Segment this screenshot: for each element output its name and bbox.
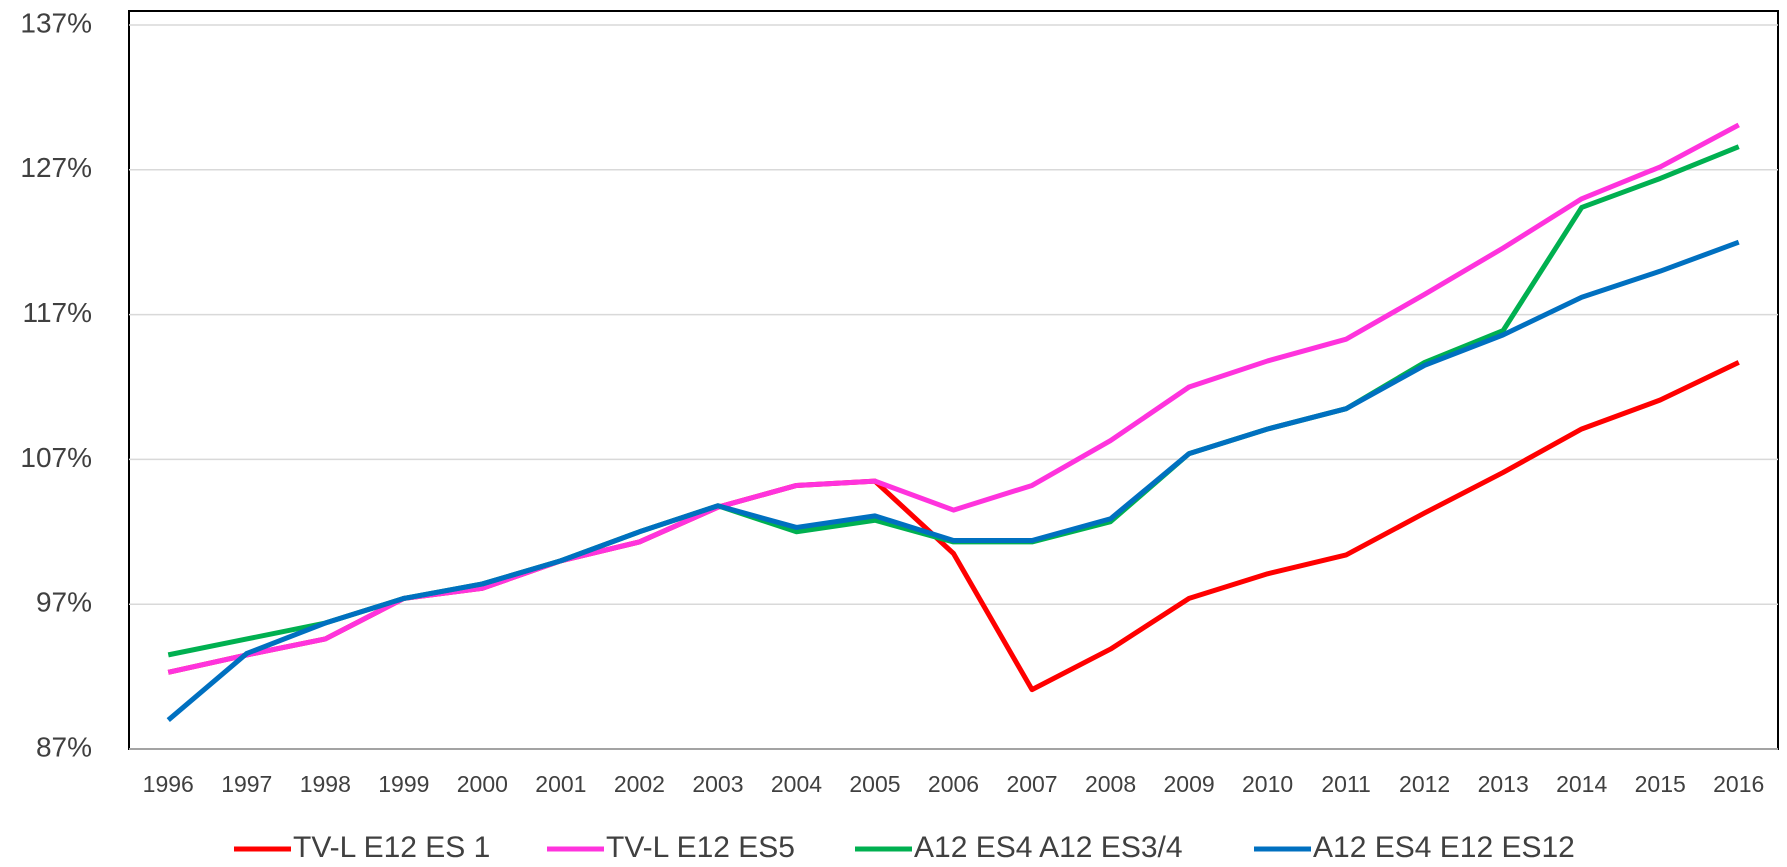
x-tick-label: 2011 <box>1321 771 1370 797</box>
x-tick-label: 2015 <box>1635 771 1686 797</box>
x-tick-label: 2012 <box>1399 771 1450 797</box>
x-tick-label: 2007 <box>1006 771 1057 797</box>
x-tick-label: 2005 <box>849 771 900 797</box>
x-tick-label: 1999 <box>378 771 429 797</box>
x-tick-label: 2010 <box>1242 771 1293 797</box>
legend-label: A12 ES4 E12 ES12 <box>1313 831 1575 864</box>
plot-frame <box>128 10 1779 750</box>
y-tick-label: 107% <box>20 442 92 473</box>
legend-label: A12 ES4 A12 ES3/4 <box>914 831 1183 864</box>
x-tick-label: 2000 <box>457 771 508 797</box>
y-tick-label: 87% <box>36 731 92 762</box>
y-tick-label: 137% <box>20 7 92 38</box>
x-tick-label: 2003 <box>692 771 743 797</box>
x-tick-label: 2004 <box>771 771 822 797</box>
series-line <box>167 144 1740 658</box>
x-tick-label: 2002 <box>614 771 665 797</box>
series-line <box>166 239 1740 722</box>
y-tick-label: 127% <box>20 152 92 183</box>
x-tick-label: 1996 <box>143 771 194 797</box>
y-tick-label: 117% <box>22 297 92 328</box>
series-line <box>167 360 1740 693</box>
x-tick-label: 1997 <box>221 771 272 797</box>
x-tick-label: 2001 <box>535 771 586 797</box>
x-tick-label: 2013 <box>1478 771 1529 797</box>
series-line <box>167 122 1740 675</box>
x-tick-label: 2006 <box>928 771 979 797</box>
x-tick-label: 1998 <box>300 771 351 797</box>
legend-label: TV-L E12 ES 1 <box>293 831 490 864</box>
x-tick-label: 2009 <box>1163 771 1214 797</box>
x-tick-label: 2014 <box>1556 771 1607 797</box>
legend-label: TV-L E12 ES5 <box>606 831 795 864</box>
x-tick-label: 2008 <box>1085 771 1136 797</box>
x-tick-label: 2016 <box>1713 771 1764 797</box>
y-tick-label: 97% <box>36 587 92 618</box>
